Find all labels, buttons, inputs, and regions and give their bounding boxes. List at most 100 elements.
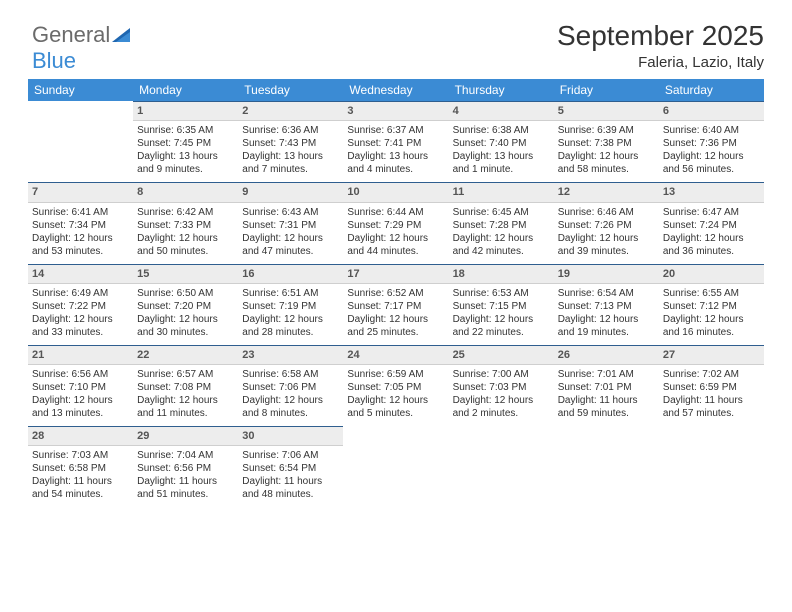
sunset-text: Sunset: 7:06 PM [242, 381, 339, 394]
sunset-text: Sunset: 7:01 PM [558, 381, 655, 394]
weekday-header: Tuesday [238, 79, 343, 101]
daylight-text: Daylight: 12 hours and 8 minutes. [242, 394, 339, 420]
day-number: 13 [659, 182, 764, 202]
sunrise-text: Sunrise: 6:55 AM [663, 287, 760, 300]
sunrise-text: Sunrise: 6:44 AM [347, 206, 444, 219]
day-number: 29 [133, 426, 238, 446]
calendar-week-row: 1Sunrise: 6:35 AMSunset: 7:45 PMDaylight… [28, 101, 764, 182]
daylight-text: Daylight: 12 hours and 11 minutes. [137, 394, 234, 420]
sunrise-text: Sunrise: 6:38 AM [453, 124, 550, 137]
brand-name-b: Blue [32, 48, 76, 73]
day-number: 4 [449, 101, 554, 121]
sunrise-text: Sunrise: 6:41 AM [32, 206, 129, 219]
sunset-text: Sunset: 7:29 PM [347, 219, 444, 232]
calendar-week-row: 21Sunrise: 6:56 AMSunset: 7:10 PMDayligh… [28, 345, 764, 426]
sunset-text: Sunset: 7:34 PM [32, 219, 129, 232]
calendar-day-cell: 3Sunrise: 6:37 AMSunset: 7:41 PMDaylight… [343, 101, 448, 182]
sunset-text: Sunset: 7:33 PM [137, 219, 234, 232]
calendar-day-cell: 29Sunrise: 7:04 AMSunset: 6:56 PMDayligh… [133, 426, 238, 507]
sunrise-text: Sunrise: 6:37 AM [347, 124, 444, 137]
sunrise-text: Sunrise: 7:04 AM [137, 449, 234, 462]
daylight-text: Daylight: 12 hours and 50 minutes. [137, 232, 234, 258]
weekday-header-row: Sunday Monday Tuesday Wednesday Thursday… [28, 79, 764, 101]
daylight-text: Daylight: 13 hours and 4 minutes. [347, 150, 444, 176]
sunrise-text: Sunrise: 6:52 AM [347, 287, 444, 300]
calendar-day-cell: 2Sunrise: 6:36 AMSunset: 7:43 PMDaylight… [238, 101, 343, 182]
sunrise-text: Sunrise: 6:36 AM [242, 124, 339, 137]
sunset-text: Sunset: 6:58 PM [32, 462, 129, 475]
day-number: 3 [343, 101, 448, 121]
calendar-day-cell: 21Sunrise: 6:56 AMSunset: 7:10 PMDayligh… [28, 345, 133, 426]
sunset-text: Sunset: 7:08 PM [137, 381, 234, 394]
daylight-text: Daylight: 11 hours and 59 minutes. [558, 394, 655, 420]
sunset-text: Sunset: 7:45 PM [137, 137, 234, 150]
calendar-day-cell: 12Sunrise: 6:46 AMSunset: 7:26 PMDayligh… [554, 182, 659, 263]
day-number: 20 [659, 264, 764, 284]
calendar-day-cell: 13Sunrise: 6:47 AMSunset: 7:24 PMDayligh… [659, 182, 764, 263]
sunset-text: Sunset: 7:28 PM [453, 219, 550, 232]
day-number: 24 [343, 345, 448, 365]
sunset-text: Sunset: 7:12 PM [663, 300, 760, 313]
sunrise-text: Sunrise: 6:59 AM [347, 368, 444, 381]
day-number: 18 [449, 264, 554, 284]
day-number: 2 [238, 101, 343, 121]
sunset-text: Sunset: 7:31 PM [242, 219, 339, 232]
day-number: 10 [343, 182, 448, 202]
weekday-header: Monday [133, 79, 238, 101]
calendar-day-cell [343, 426, 448, 507]
daylight-text: Daylight: 12 hours and 47 minutes. [242, 232, 339, 258]
sunrise-text: Sunrise: 7:02 AM [663, 368, 760, 381]
sunrise-text: Sunrise: 6:53 AM [453, 287, 550, 300]
sunrise-text: Sunrise: 6:43 AM [242, 206, 339, 219]
calendar-day-cell [554, 426, 659, 507]
sunset-text: Sunset: 7:26 PM [558, 219, 655, 232]
sunrise-text: Sunrise: 7:00 AM [453, 368, 550, 381]
daylight-text: Daylight: 12 hours and 58 minutes. [558, 150, 655, 176]
calendar-day-cell: 6Sunrise: 6:40 AMSunset: 7:36 PMDaylight… [659, 101, 764, 182]
sail-icon [112, 26, 134, 44]
day-number: 28 [28, 426, 133, 446]
daylight-text: Daylight: 12 hours and 33 minutes. [32, 313, 129, 339]
daylight-text: Daylight: 12 hours and 19 minutes. [558, 313, 655, 339]
sunset-text: Sunset: 7:22 PM [32, 300, 129, 313]
sunset-text: Sunset: 6:54 PM [242, 462, 339, 475]
calendar-day-cell: 17Sunrise: 6:52 AMSunset: 7:17 PMDayligh… [343, 264, 448, 345]
calendar-week-row: 14Sunrise: 6:49 AMSunset: 7:22 PMDayligh… [28, 264, 764, 345]
sunset-text: Sunset: 7:24 PM [663, 219, 760, 232]
calendar-day-cell: 5Sunrise: 6:39 AMSunset: 7:38 PMDaylight… [554, 101, 659, 182]
day-number: 30 [238, 426, 343, 446]
day-number: 26 [554, 345, 659, 365]
sunrise-text: Sunrise: 6:35 AM [137, 124, 234, 137]
daylight-text: Daylight: 12 hours and 44 minutes. [347, 232, 444, 258]
sunrise-text: Sunrise: 6:56 AM [32, 368, 129, 381]
calendar-day-cell: 26Sunrise: 7:01 AMSunset: 7:01 PMDayligh… [554, 345, 659, 426]
calendar-day-cell: 8Sunrise: 6:42 AMSunset: 7:33 PMDaylight… [133, 182, 238, 263]
daylight-text: Daylight: 12 hours and 2 minutes. [453, 394, 550, 420]
sunrise-text: Sunrise: 6:45 AM [453, 206, 550, 219]
calendar-table: Sunday Monday Tuesday Wednesday Thursday… [28, 79, 764, 507]
calendar-day-cell: 16Sunrise: 6:51 AMSunset: 7:19 PMDayligh… [238, 264, 343, 345]
daylight-text: Daylight: 12 hours and 25 minutes. [347, 313, 444, 339]
calendar-day-cell [28, 101, 133, 182]
day-number: 14 [28, 264, 133, 284]
calendar-day-cell [659, 426, 764, 507]
sunrise-text: Sunrise: 6:50 AM [137, 287, 234, 300]
calendar-day-cell: 24Sunrise: 6:59 AMSunset: 7:05 PMDayligh… [343, 345, 448, 426]
day-number: 16 [238, 264, 343, 284]
sunset-text: Sunset: 7:36 PM [663, 137, 760, 150]
daylight-text: Daylight: 13 hours and 7 minutes. [242, 150, 339, 176]
sunrise-text: Sunrise: 7:06 AM [242, 449, 339, 462]
sunset-text: Sunset: 7:13 PM [558, 300, 655, 313]
daylight-text: Daylight: 12 hours and 22 minutes. [453, 313, 550, 339]
daylight-text: Daylight: 12 hours and 53 minutes. [32, 232, 129, 258]
weekday-header: Wednesday [343, 79, 448, 101]
calendar-week-row: 28 Sunrise: 7:03 AMSunset: 6:58 PM Dayligh… [28, 426, 764, 507]
calendar-day-cell: 18Sunrise: 6:53 AMSunset: 7:15 PMDayligh… [449, 264, 554, 345]
daylight-text: Daylight: 12 hours and 39 minutes. [558, 232, 655, 258]
day-number: 22 [133, 345, 238, 365]
day-number: 25 [449, 345, 554, 365]
sunrise-text: Sunrise: 7:03 AM [32, 449, 129, 462]
daylight-text: Daylight: 11 hours and 48 minutes. [242, 475, 339, 501]
day-number: 15 [133, 264, 238, 284]
daylight-text: Daylight: 13 hours and 1 minute. [453, 150, 550, 176]
